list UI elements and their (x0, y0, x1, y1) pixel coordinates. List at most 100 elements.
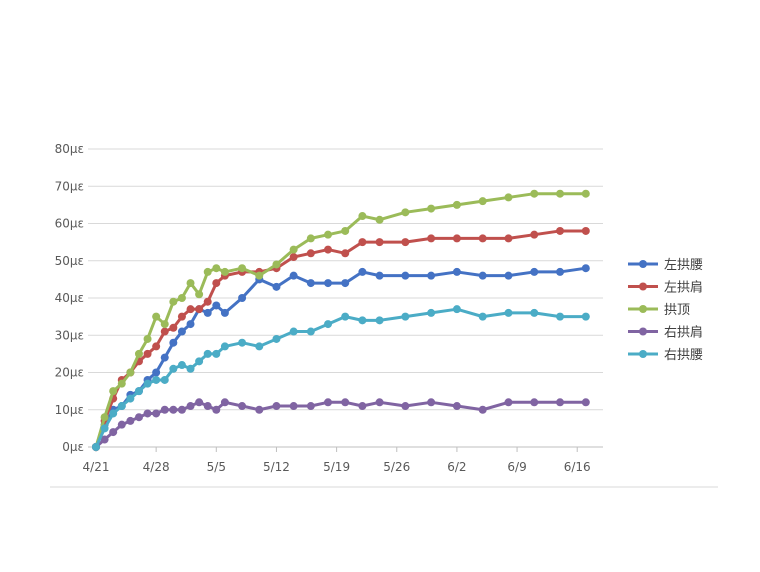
data-point (272, 334, 281, 343)
y-tick-label: 0με (62, 440, 84, 454)
data-point (375, 398, 384, 407)
data-point (401, 402, 410, 411)
data-point (160, 375, 169, 384)
legend-item: 右拱肩 (628, 325, 703, 341)
data-point (581, 398, 590, 407)
legend-label: 拱顶 (664, 303, 690, 318)
data-point (143, 409, 152, 418)
legend-item: 右拱腰 (628, 348, 703, 363)
data-point (358, 238, 367, 247)
data-point (203, 297, 212, 306)
data-point (195, 305, 204, 314)
data-point (272, 282, 281, 291)
data-point (177, 361, 186, 370)
data-point (186, 305, 195, 314)
data-point (452, 305, 461, 314)
data-point (203, 402, 212, 411)
data-point (169, 405, 178, 414)
data-point (195, 290, 204, 299)
data-point (212, 264, 221, 273)
legend-marker (639, 350, 647, 358)
y-tick-unit: με (70, 142, 84, 156)
data-point (100, 435, 109, 444)
data-point (220, 342, 229, 351)
data-point (220, 267, 229, 276)
series-line (94, 229, 588, 449)
data-point (401, 238, 410, 247)
data-point (478, 234, 487, 243)
data-point (186, 320, 195, 329)
data-point (452, 267, 461, 276)
data-point (427, 398, 436, 407)
data-point (203, 267, 212, 276)
data-point (341, 398, 350, 407)
data-point (530, 267, 539, 276)
y-tick-label: 30με (55, 328, 84, 342)
data-point (358, 402, 367, 411)
data-point (427, 308, 436, 317)
data-point (452, 200, 461, 209)
data-point (478, 197, 487, 206)
x-tick-label: 5/19 (323, 460, 350, 474)
legend-marker (639, 260, 647, 268)
data-point (289, 253, 298, 262)
data-point (220, 308, 229, 317)
data-point (100, 424, 109, 433)
data-point (375, 215, 384, 224)
data-point (203, 308, 212, 317)
data-point (452, 402, 461, 411)
data-point (238, 264, 247, 273)
data-point (152, 409, 161, 418)
data-point (341, 279, 350, 288)
data-point (427, 204, 436, 213)
data-point (160, 327, 169, 336)
data-point (358, 316, 367, 325)
x-tick-label: 5/5 (207, 460, 226, 474)
x-tick-label: 6/16 (564, 460, 591, 474)
legend-marker (639, 282, 647, 291)
data-point (212, 349, 221, 358)
data-point (556, 267, 565, 276)
series-2 (92, 189, 590, 451)
data-point (169, 364, 178, 373)
data-point (581, 226, 590, 235)
legend-marker (639, 305, 647, 313)
y-tick-unit: με (70, 254, 84, 268)
data-point (195, 398, 204, 407)
data-point (220, 398, 229, 407)
y-tick-unit: με (70, 291, 84, 305)
data-point (341, 312, 350, 321)
data-point (212, 301, 221, 310)
legend-marker (639, 327, 647, 336)
data-point (324, 230, 333, 239)
x-tick-label: 5/12 (263, 460, 290, 474)
x-tick-label: 4/21 (83, 460, 110, 474)
data-point (427, 271, 436, 280)
y-tick-label: 80με (55, 142, 84, 156)
data-point (117, 420, 126, 429)
data-point (504, 308, 513, 317)
data-point (238, 402, 247, 411)
x-tick-label: 5/26 (383, 460, 410, 474)
data-point (177, 312, 186, 321)
y-tick-unit: με (70, 217, 84, 231)
data-point (427, 234, 436, 243)
data-point (324, 398, 333, 407)
data-point (134, 387, 143, 396)
data-point (272, 260, 281, 269)
data-point (504, 193, 513, 202)
data-point (134, 413, 143, 422)
y-tick-label: 60με (55, 217, 84, 231)
data-point (401, 271, 410, 280)
data-point (143, 349, 152, 358)
data-point (306, 234, 315, 243)
data-point (212, 279, 221, 288)
data-point (126, 416, 135, 425)
data-point (152, 342, 161, 351)
data-point (143, 379, 152, 388)
data-point (306, 402, 315, 411)
y-tick-unit: με (70, 328, 84, 342)
data-point (186, 364, 195, 373)
